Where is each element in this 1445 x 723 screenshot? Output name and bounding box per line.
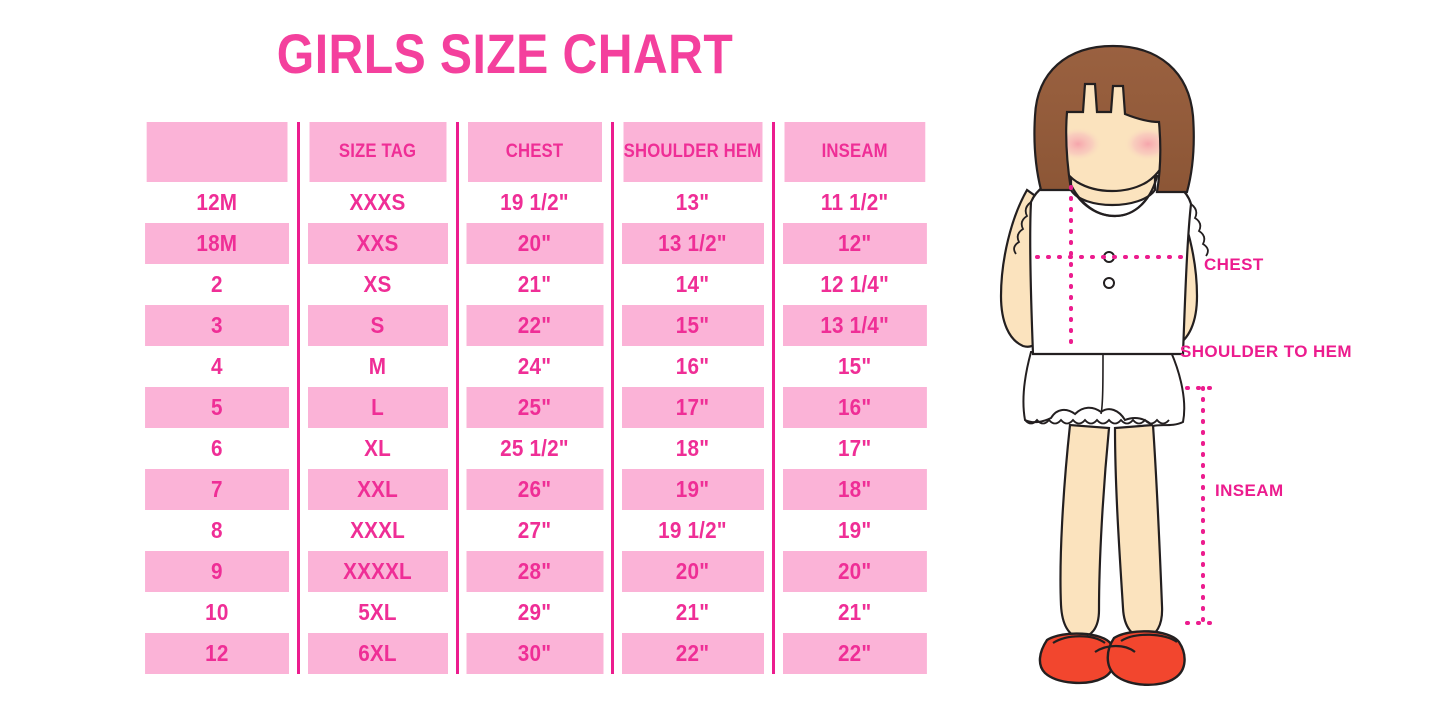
cell-size-tag: XXXS xyxy=(304,182,450,223)
table-row: 12M XXXS 19 1/2" 13" 11 1/2" xyxy=(137,182,935,223)
table-row: 8 XXXL 27" 19 1/2" 19" xyxy=(137,510,935,551)
cell-inseam: 20" xyxy=(779,551,927,592)
cell-size: 8 xyxy=(145,510,290,551)
cell-shoulder-hem: 16" xyxy=(618,346,765,387)
cell-chest: 29" xyxy=(463,592,605,633)
column-header-shoulder-hem: SHOULDER HEM xyxy=(620,122,764,182)
table-row: 9 XXXXL 28" 20" 20" xyxy=(137,551,935,592)
cell-size-tag: 6XL xyxy=(304,633,450,674)
column-header-inseam: INSEAM xyxy=(781,122,926,182)
button-lower xyxy=(1103,277,1115,289)
cell-size: 7 xyxy=(145,469,290,510)
cell-chest: 24" xyxy=(463,346,605,387)
shoes xyxy=(1038,630,1186,687)
head-and-neck xyxy=(1033,44,1195,218)
hair xyxy=(1033,44,1195,194)
cell-shoulder-hem: 14" xyxy=(618,264,765,305)
table-row: 4 M 24" 16" 15" xyxy=(137,346,935,387)
cell-chest: 19 1/2" xyxy=(463,182,605,223)
cell-size: 9 xyxy=(145,551,290,592)
cell-inseam: 15" xyxy=(779,346,927,387)
cell-shoulder-hem: 19" xyxy=(618,469,765,510)
cell-inseam: 19" xyxy=(779,510,927,551)
cell-chest: 22" xyxy=(463,305,605,346)
cell-size: 6 xyxy=(145,428,290,469)
cell-inseam: 22" xyxy=(779,633,927,674)
table-row: 2 XS 21" 14" 12 1/4" xyxy=(137,264,935,305)
column-header-chest: CHEST xyxy=(464,122,603,182)
cell-chest: 27" xyxy=(463,510,605,551)
cell-shoulder-hem: 15" xyxy=(618,305,765,346)
cell-size-tag: 5XL xyxy=(304,592,450,633)
cell-inseam: 21" xyxy=(779,592,927,633)
page-title: GIRLS SIZE CHART xyxy=(276,22,734,85)
cell-size: 5 xyxy=(145,387,290,428)
cell-shoulder-hem: 20" xyxy=(618,551,765,592)
cell-size: 3 xyxy=(145,305,290,346)
cell-chest: 20" xyxy=(463,223,605,264)
cell-inseam: 13 1/4" xyxy=(779,305,927,346)
cell-inseam: 11 1/2" xyxy=(779,182,927,223)
cell-chest: 25 1/2" xyxy=(463,428,605,469)
cell-chest: 26" xyxy=(463,469,605,510)
label-inseam: INSEAM xyxy=(1215,481,1284,500)
cell-size: 12 xyxy=(145,633,290,674)
cell-size-tag: L xyxy=(304,387,450,428)
cell-shoulder-hem: 21" xyxy=(618,592,765,633)
cell-inseam: 17" xyxy=(779,428,927,469)
cell-size-tag: S xyxy=(304,305,450,346)
cell-size-tag: XS xyxy=(304,264,450,305)
bloomers xyxy=(1022,351,1186,428)
table-row: 5 L 25" 17" 16" xyxy=(137,387,935,428)
table-row: 18M XXS 20" 13 1/2" 12" xyxy=(137,223,935,264)
legs xyxy=(1059,423,1164,639)
cell-size-tag: XXS xyxy=(304,223,450,264)
table-header-row: SIZE TAG CHEST SHOULDER HEM INSEAM xyxy=(137,122,935,182)
cell-shoulder-hem: 17" xyxy=(618,387,765,428)
cell-inseam: 18" xyxy=(779,469,927,510)
cell-size-tag: XXL xyxy=(304,469,450,510)
cell-inseam: 12" xyxy=(779,223,927,264)
cell-chest: 21" xyxy=(463,264,605,305)
cell-chest: 30" xyxy=(463,633,605,674)
measurement-guides xyxy=(1035,185,1217,625)
cell-shoulder-hem: 13" xyxy=(618,182,765,223)
column-header-size xyxy=(146,122,289,182)
cell-size-tag: XL xyxy=(304,428,450,469)
cell-size: 4 xyxy=(145,346,290,387)
label-shoulder-to-hem: SHOULDER TO HEM xyxy=(1180,342,1352,361)
cell-inseam: 12 1/4" xyxy=(779,264,927,305)
cell-shoulder-hem: 13 1/2" xyxy=(618,223,765,264)
cell-size-tag: XXXL xyxy=(304,510,450,551)
size-chart-table: SIZE TAG CHEST SHOULDER HEM INSEAM 12M X… xyxy=(137,122,935,674)
table-row: 12 6XL 30" 22" 22" xyxy=(137,633,935,674)
label-chest: CHEST xyxy=(1204,255,1264,274)
cell-size: 18M xyxy=(145,223,290,264)
cell-size: 12M xyxy=(145,182,290,223)
table-row: 7 XXL 26" 19" 18" xyxy=(137,469,935,510)
cell-size-tag: XXXXL xyxy=(304,551,450,592)
girl-figure-illustration xyxy=(975,40,1445,700)
cell-size: 2 xyxy=(145,264,290,305)
table-row: 3 S 22" 15" 13 1/4" xyxy=(137,305,935,346)
cell-size: 10 xyxy=(145,592,290,633)
cell-shoulder-hem: 19 1/2" xyxy=(618,510,765,551)
table-row: 10 5XL 29" 21" 21" xyxy=(137,592,935,633)
cell-shoulder-hem: 18" xyxy=(618,428,765,469)
cell-chest: 28" xyxy=(463,551,605,592)
column-header-size-tag: SIZE TAG xyxy=(306,122,448,182)
table-row: 6 XL 25 1/2" 18" 17" xyxy=(137,428,935,469)
cell-inseam: 16" xyxy=(779,387,927,428)
cell-size-tag: M xyxy=(304,346,450,387)
cell-shoulder-hem: 22" xyxy=(618,633,765,674)
cell-chest: 25" xyxy=(463,387,605,428)
